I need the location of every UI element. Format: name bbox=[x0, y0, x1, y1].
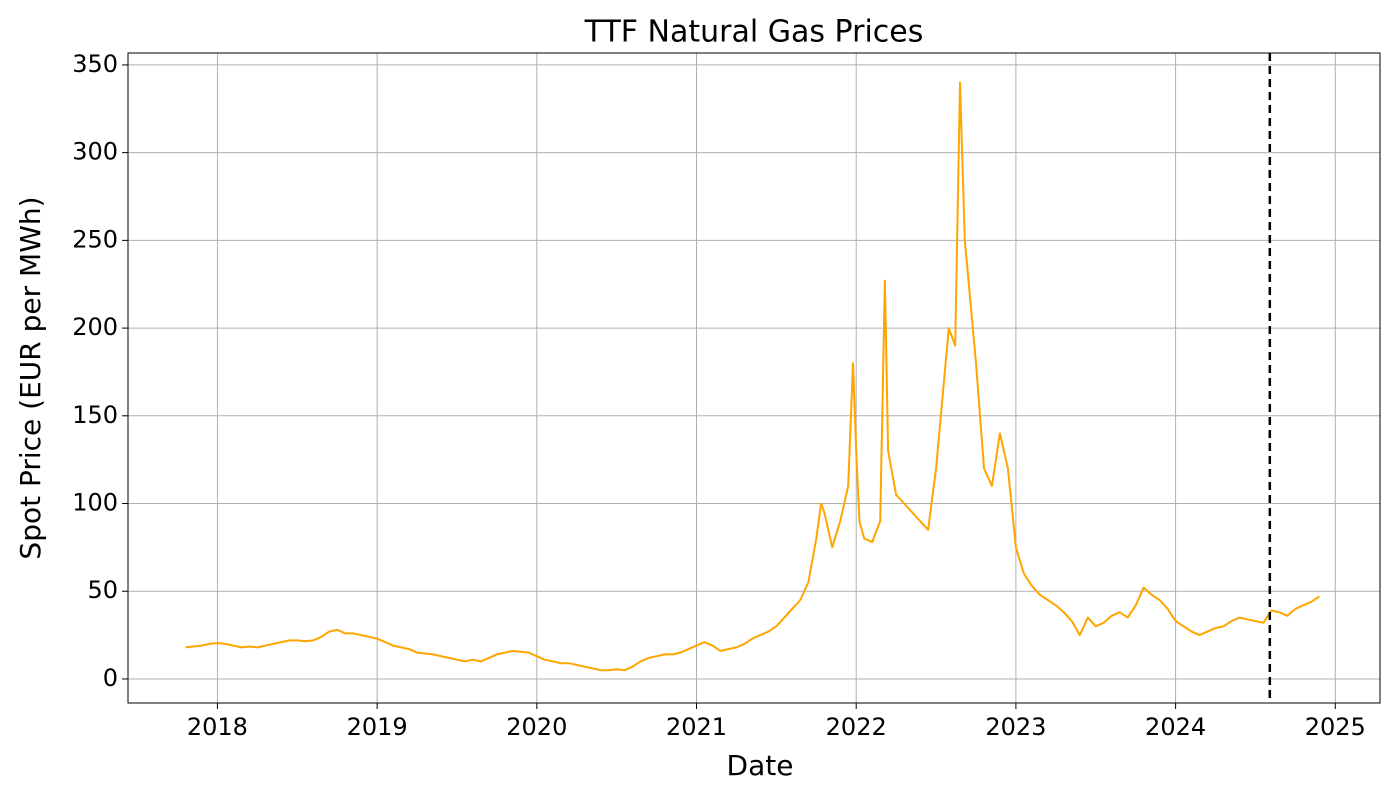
plot-frame bbox=[127, 52, 1381, 704]
y-tick-label: 200 bbox=[72, 313, 118, 341]
chart-title: TTF Natural Gas Prices bbox=[584, 15, 924, 50]
y-tick-label: 100 bbox=[72, 489, 118, 517]
y-tick-label: 350 bbox=[72, 50, 118, 78]
x-tick-label: 2024 bbox=[1145, 713, 1206, 741]
x-tick-label: 2018 bbox=[187, 713, 248, 741]
y-tick-label: 300 bbox=[72, 138, 118, 166]
x-tick-label: 2019 bbox=[347, 713, 408, 741]
y-axis-label: Spot Price (EUR per MWh) bbox=[14, 196, 47, 559]
x-tick-label: 2025 bbox=[1305, 713, 1366, 741]
price-line bbox=[185, 81, 1320, 672]
y-tick-label: 250 bbox=[72, 225, 118, 253]
x-tick-label: 2020 bbox=[506, 713, 567, 741]
y-tick-label: 150 bbox=[72, 401, 118, 429]
x-tick-label: 2021 bbox=[666, 713, 727, 741]
y-tick-label: 50 bbox=[87, 576, 118, 604]
x-tick-label: 2023 bbox=[985, 713, 1046, 741]
x-axis-label: Date bbox=[727, 749, 794, 782]
x-tick-label: 2022 bbox=[826, 713, 887, 741]
y-tick-label: 0 bbox=[103, 664, 118, 692]
